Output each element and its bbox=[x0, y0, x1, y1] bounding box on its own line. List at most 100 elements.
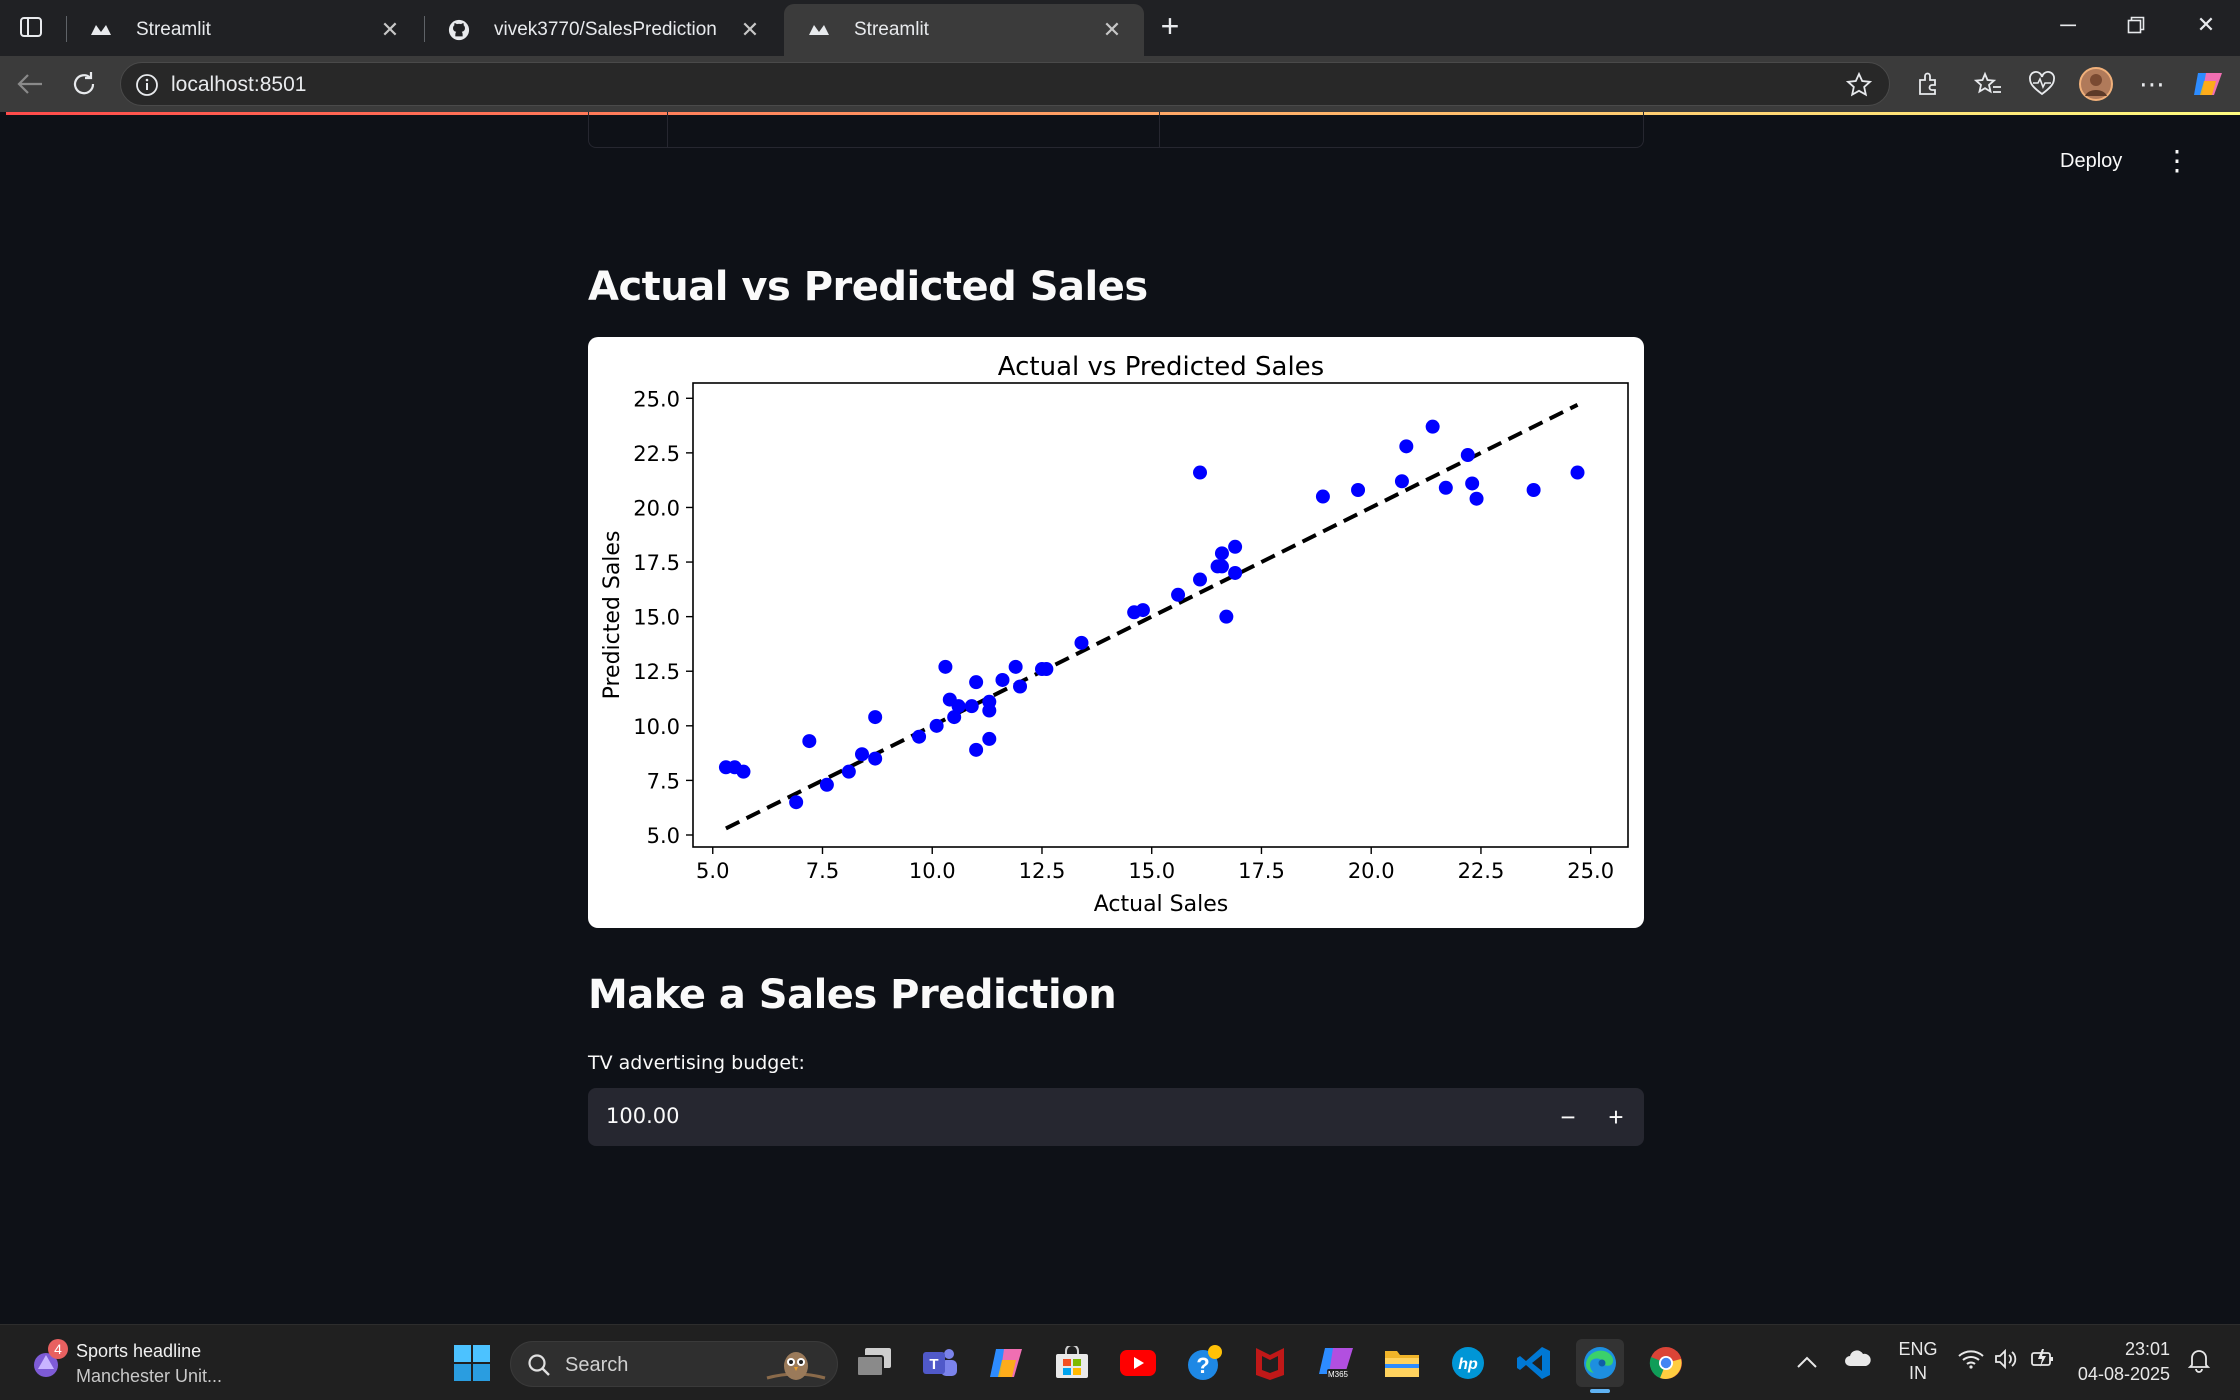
scatter-point bbox=[802, 734, 817, 749]
x-axis-ticks: 5.0 7.5 10.0 12.5 15.0 17.5 20.0 22.5 25.0 bbox=[696, 847, 1614, 883]
decoration-bar bbox=[6, 112, 2240, 115]
data-points bbox=[718, 419, 1585, 810]
scatter-point bbox=[912, 729, 927, 744]
more-menu-icon[interactable]: ⋯ bbox=[2139, 68, 2165, 99]
scatter-point bbox=[964, 699, 979, 714]
x-tick-label: 25.0 bbox=[1567, 859, 1614, 883]
news-widget[interactable]: 4 Sports headline Manchester Unit... bbox=[28, 1339, 288, 1389]
tab-title: Streamlit bbox=[136, 19, 211, 40]
volume-icon[interactable] bbox=[1994, 1348, 2018, 1374]
tab-github[interactable]: vivek3770/SalesPrediction ✕ bbox=[424, 4, 782, 56]
scatter-point bbox=[736, 764, 751, 779]
scatter-point bbox=[1214, 559, 1229, 574]
scatter-chart: Actual vs Predicted Sales 5.0 7.5 10.0 12.5… bbox=[600, 352, 1629, 917]
close-window-button[interactable]: ✕ bbox=[2196, 12, 2216, 37]
scatter-point bbox=[947, 710, 962, 725]
decrement-button[interactable]: − bbox=[1560, 1101, 1576, 1132]
extensions-icon[interactable] bbox=[1908, 64, 1948, 104]
x-tick-label: 12.5 bbox=[1019, 859, 1066, 883]
address-bar[interactable]: localhost:8501 bbox=[120, 62, 1890, 106]
mcafee-icon[interactable] bbox=[1246, 1339, 1294, 1387]
deploy-button[interactable]: Deploy bbox=[2060, 150, 2123, 172]
scatter-point bbox=[982, 694, 997, 709]
clock-time: 23:01 bbox=[2124, 1339, 2170, 1359]
prediction-section-title: Make a Sales Prediction bbox=[588, 972, 1117, 1018]
close-tab-icon[interactable]: ✕ bbox=[1102, 17, 1122, 42]
scatter-point bbox=[1469, 491, 1484, 506]
chart-container: Actual vs Predicted Sales 5.0 7.5 10.0 12.5… bbox=[588, 337, 1644, 928]
scatter-point bbox=[1399, 439, 1414, 454]
site-info-icon[interactable] bbox=[135, 73, 159, 102]
tv-budget-value[interactable]: 100.00 bbox=[606, 1104, 680, 1128]
scatter-point bbox=[995, 672, 1010, 687]
profile-avatar[interactable] bbox=[2076, 64, 2116, 104]
microsoft-365-icon[interactable]: M365 bbox=[1312, 1339, 1360, 1387]
ideal-fit-line bbox=[725, 403, 1579, 831]
restore-button[interactable] bbox=[2102, 0, 2170, 50]
task-view-icon[interactable] bbox=[850, 1339, 898, 1387]
favorite-star-icon[interactable] bbox=[1845, 71, 1873, 104]
scatter-point bbox=[969, 742, 984, 757]
chart-section-title: Actual vs Predicted Sales bbox=[588, 264, 1148, 310]
y-tick-label: 10.0 bbox=[633, 715, 680, 739]
news-badge: 4 bbox=[48, 1339, 68, 1359]
minimize-button[interactable]: ─ bbox=[2060, 12, 2076, 37]
help-app-icon[interactable]: ? bbox=[1180, 1339, 1228, 1387]
new-tab-button[interactable]: + bbox=[1160, 7, 1180, 44]
scatter-point bbox=[1193, 465, 1208, 480]
edge-icon[interactable] bbox=[1576, 1339, 1624, 1387]
taskbar-search[interactable]: Search bbox=[510, 1341, 838, 1387]
microsoft-store-icon[interactable] bbox=[1048, 1339, 1096, 1387]
main-menu-icon[interactable]: ⋮ bbox=[2163, 145, 2191, 176]
chrome-icon[interactable] bbox=[1642, 1339, 1690, 1387]
taskbar: 4 Sports headline Manchester Unit... Sea… bbox=[0, 1324, 2240, 1400]
x-axis-label: Actual Sales bbox=[1094, 892, 1228, 917]
teams-icon[interactable]: T bbox=[916, 1339, 964, 1387]
file-explorer-icon[interactable] bbox=[1378, 1339, 1426, 1387]
scatter-point bbox=[868, 751, 883, 766]
copilot-app-icon[interactable] bbox=[982, 1339, 1030, 1387]
vscode-icon[interactable] bbox=[1510, 1339, 1558, 1387]
wifi-icon[interactable] bbox=[1958, 1349, 1984, 1374]
favorites-icon[interactable] bbox=[1968, 64, 2008, 104]
tv-budget-label: TV advertising budget: bbox=[588, 1052, 805, 1074]
scatter-point bbox=[789, 795, 804, 810]
onedrive-icon[interactable] bbox=[1844, 1349, 1872, 1372]
scatter-point bbox=[1214, 546, 1229, 561]
back-icon[interactable] bbox=[10, 64, 50, 104]
copilot-icon[interactable] bbox=[2188, 64, 2228, 104]
y-axis-ticks: 5.0 7.5 10.0 12.5 15.0 17.5 20.0 22.5 25.0 bbox=[633, 387, 693, 848]
tv-budget-input[interactable]: 100.00 − + bbox=[588, 1088, 1644, 1146]
browser-essentials-icon[interactable] bbox=[2022, 64, 2062, 104]
system-clock[interactable]: 23:01 04-08-2025 bbox=[2060, 1337, 2170, 1387]
scatter-point bbox=[1013, 679, 1028, 694]
youtube-icon[interactable] bbox=[1114, 1339, 1162, 1387]
streamlit-page: Deploy ⋮ Actual vs Predicted Sales Actua… bbox=[6, 112, 2240, 1324]
tab-streamlit-active[interactable]: Streamlit ✕ bbox=[784, 4, 1144, 56]
x-tick-label: 15.0 bbox=[1128, 859, 1175, 883]
clock-date: 04-08-2025 bbox=[2077, 1364, 2170, 1384]
scatter-point bbox=[1351, 482, 1366, 497]
scatter-point bbox=[929, 718, 944, 733]
tab-actions-icon[interactable] bbox=[14, 12, 48, 42]
scatter-point bbox=[1315, 489, 1330, 504]
notifications-icon[interactable] bbox=[2186, 1347, 2212, 1378]
y-tick-label: 12.5 bbox=[633, 660, 680, 684]
y-tick-label: 7.5 bbox=[647, 769, 680, 793]
tab-streamlit-1[interactable]: Streamlit ✕ bbox=[66, 4, 422, 56]
increment-button[interactable]: + bbox=[1608, 1101, 1624, 1132]
start-button[interactable] bbox=[448, 1339, 496, 1387]
close-tab-icon[interactable]: ✕ bbox=[380, 17, 400, 42]
scatter-point bbox=[1193, 572, 1208, 587]
browser-tab-strip: Streamlit ✕ vivek3770/SalesPrediction ✕ … bbox=[0, 0, 2240, 56]
battery-icon[interactable] bbox=[2030, 1347, 2054, 1374]
reload-icon[interactable] bbox=[64, 64, 104, 104]
close-tab-icon[interactable]: ✕ bbox=[740, 17, 760, 42]
hp-icon[interactable]: hp bbox=[1444, 1339, 1492, 1387]
scatter-point bbox=[1526, 482, 1541, 497]
scatter-point bbox=[1135, 603, 1150, 618]
show-hidden-icons[interactable] bbox=[1796, 1349, 1818, 1375]
scatter-point bbox=[1394, 474, 1409, 489]
language-indicator[interactable]: ENG IN bbox=[1896, 1337, 1940, 1385]
scatter-point bbox=[868, 710, 883, 725]
